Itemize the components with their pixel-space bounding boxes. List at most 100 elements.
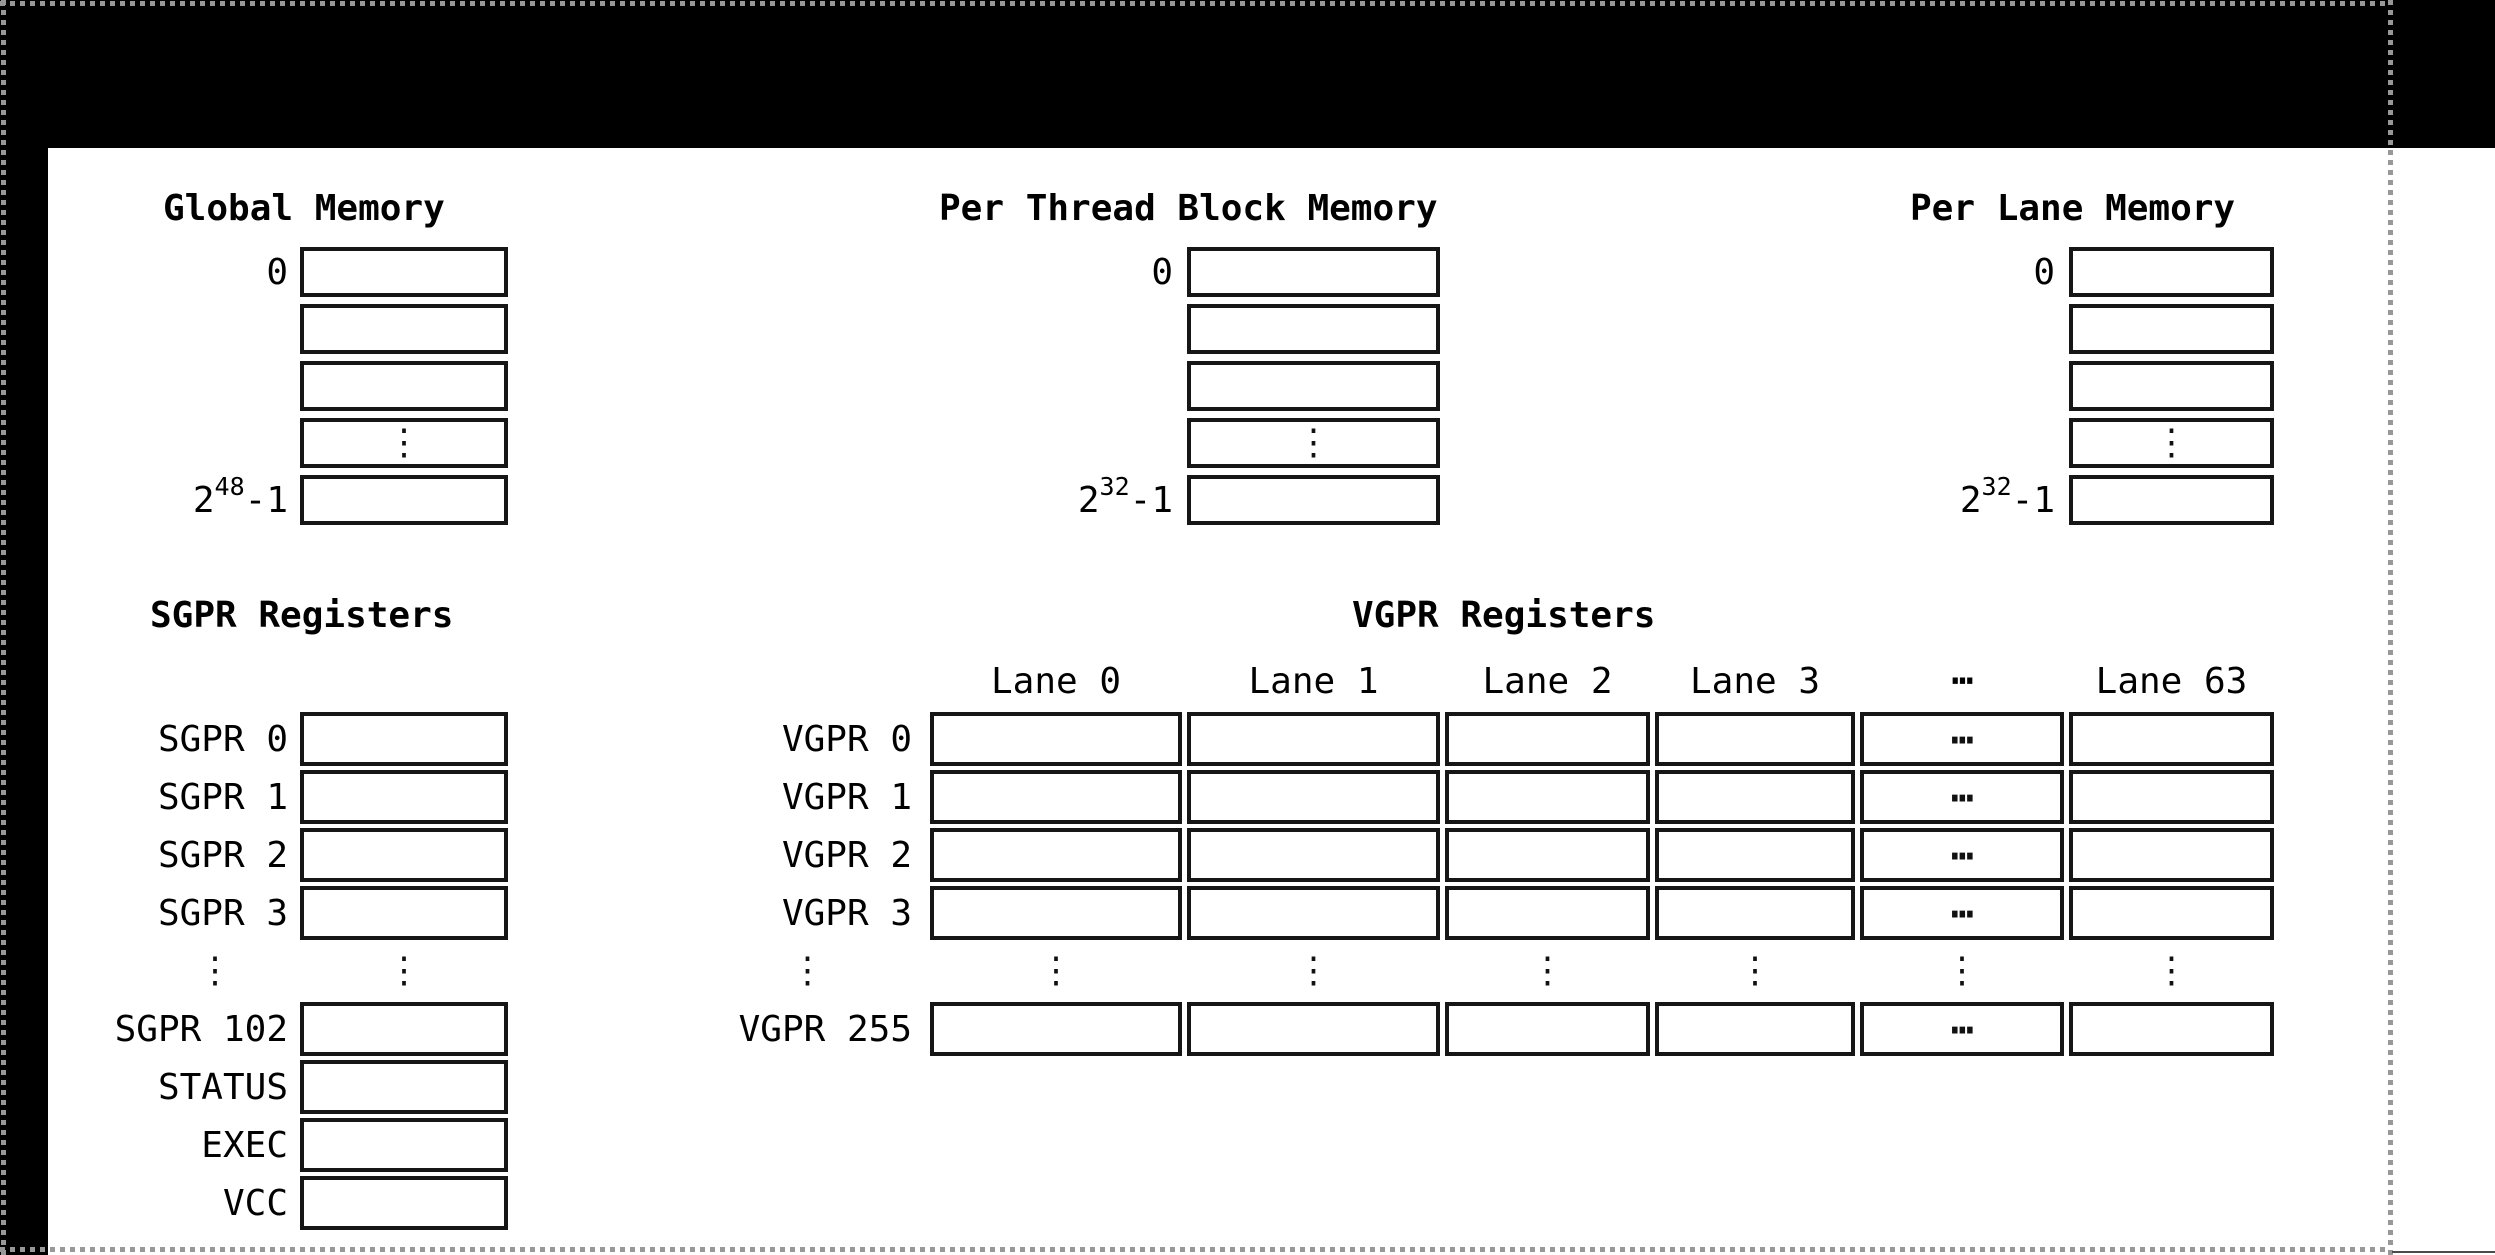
sgpr-register-cell <box>300 712 508 766</box>
sgpr-label-vertical-ellipsis: ⋮ <box>197 950 233 991</box>
vgpr-register-cell <box>1187 1002 1440 1056</box>
vgpr-register-cell <box>930 1002 1182 1056</box>
vgpr-lane-header-row: Lane 0 Lane 1 Lane 2 Lane 3 ⋯ Lane 63 <box>690 659 2274 703</box>
sgpr-row-label: EXEC <box>201 1124 288 1166</box>
memory-cell <box>300 475 508 525</box>
vgpr-register-cell <box>1655 886 1855 940</box>
vgpr-vertical-ellipsis: ⋮ <box>1737 950 1773 991</box>
sgpr-row-label: SGPR 1 <box>157 776 288 818</box>
lane-header-spacer <box>690 659 925 703</box>
memory-cell <box>300 361 508 411</box>
sgpr-register-cell <box>300 1002 508 1056</box>
vgpr-row-label: VGPR 1 <box>781 776 912 818</box>
sgpr-registers-title: SGPR Registers <box>150 595 454 636</box>
vgpr-row-label: VGPR 2 <box>781 834 912 876</box>
vgpr-register-cell <box>1655 828 1855 882</box>
sgpr-row-label: SGPR 0 <box>157 718 288 760</box>
vgpr-register-cell <box>1187 712 1440 766</box>
memory-end-address: 2 32 -1 <box>1959 471 2055 521</box>
sgpr-row-label: STATUS <box>157 1066 288 1108</box>
sgpr-register-cell <box>300 1118 508 1172</box>
frame-edge-line <box>2392 1251 2495 1253</box>
memory-cell <box>1187 247 1440 297</box>
vgpr-register-cell <box>2069 712 2274 766</box>
memory-start-address: 0 <box>1151 251 1173 293</box>
vgpr-register-cell <box>930 712 1182 766</box>
per-lane-memory-column: 0 ⋮ 2 32 -1 <box>1899 247 2274 525</box>
per-thread-block-memory-column: 0 ⋮ 2 32 -1 <box>1017 247 1440 525</box>
vgpr-register-cell <box>1187 886 1440 940</box>
vertical-ellipsis: ⋮ <box>386 422 422 463</box>
vgpr-register-cell <box>1655 1002 1855 1056</box>
horizontal-ellipsis: ⋯ <box>1951 833 1974 877</box>
frame-dashed-top <box>0 1 2390 6</box>
vgpr-register-cell <box>1445 712 1650 766</box>
vgpr-register-cell <box>1187 770 1440 824</box>
vgpr-row-label: VGPR 0 <box>781 718 912 760</box>
vgpr-register-cell <box>1655 712 1855 766</box>
vgpr-vertical-ellipsis: ⋮ <box>1038 950 1074 991</box>
vgpr-register-cell <box>930 770 1182 824</box>
vgpr-register-cell <box>1655 770 1855 824</box>
sgpr-row-label: SGPR 3 <box>157 892 288 934</box>
memory-cell <box>1187 304 1440 354</box>
frame-dashed-left <box>1 0 6 1255</box>
vgpr-registers-title: VGPR Registers <box>1352 595 1656 636</box>
vgpr-register-cell <box>2069 1002 2274 1056</box>
memory-end-address: 2 48 -1 <box>192 471 288 521</box>
memory-cell <box>2069 475 2274 525</box>
vgpr-register-cell: ⋯ <box>1860 712 2064 766</box>
memory-cell <box>2069 304 2274 354</box>
global-memory-title: Global Memory <box>163 188 445 229</box>
vgpr-row-label: VGPR 3 <box>781 892 912 934</box>
memory-cell-ellipsis: ⋮ <box>1187 418 1440 468</box>
frame-dashed-divider <box>2388 0 2393 1255</box>
vgpr-register-cell <box>1187 828 1440 882</box>
sgpr-register-cell <box>300 886 508 940</box>
sgpr-row-label: VCC <box>222 1182 288 1224</box>
horizontal-ellipsis: ⋯ <box>1951 775 1974 819</box>
vgpr-register-table: VGPR 0 ⋯ VGPR 1 ⋯ VGPR 2 ⋯ VGPR 3 ⋯ ⋮ ⋮ ⋮ ⋮ ⋮ ⋮ ⋮ VGPR … <box>690 712 2274 1056</box>
sgpr-register-table: SGPR 0 SGPR 1 SGPR 2 SGPR 3 ⋮ ⋮ SGPR 102 STATUS… <box>114 712 508 1230</box>
lane-header: Lane 63 <box>2095 660 2248 702</box>
sgpr-register-cell <box>300 1176 508 1230</box>
vgpr-vertical-ellipsis: ⋮ <box>2153 950 2190 991</box>
horizontal-ellipsis: ⋯ <box>1951 1007 1974 1051</box>
memory-start-address: 0 <box>2033 251 2055 293</box>
per-thread-block-memory-title: Per Thread Block Memory <box>939 188 1438 229</box>
vgpr-register-cell: ⋯ <box>1860 828 2064 882</box>
lane-header: ⋯ <box>1951 660 1974 701</box>
sgpr-row-label: SGPR 102 <box>114 1008 288 1050</box>
lane-header: Lane 0 <box>990 660 1122 702</box>
vgpr-register-cell <box>1445 770 1650 824</box>
vgpr-register-cell <box>2069 770 2274 824</box>
vgpr-register-cell <box>1445 886 1650 940</box>
vgpr-register-cell: ⋯ <box>1860 886 2064 940</box>
horizontal-ellipsis: ⋯ <box>1951 891 1974 935</box>
sgpr-register-cell <box>300 770 508 824</box>
lane-header: Lane 3 <box>1689 660 1821 702</box>
vgpr-register-cell <box>2069 886 2274 940</box>
vertical-ellipsis: ⋮ <box>2153 422 2190 463</box>
vgpr-register-cell <box>1445 828 1650 882</box>
lane-header: Lane 2 <box>1482 660 1613 702</box>
vgpr-register-cell: ⋯ <box>1860 1002 2064 1056</box>
memory-cell <box>1187 361 1440 411</box>
vgpr-register-cell <box>930 828 1182 882</box>
vgpr-vertical-ellipsis: ⋮ <box>1295 950 1332 991</box>
memory-cell <box>2069 247 2274 297</box>
memory-cell <box>2069 361 2274 411</box>
vgpr-vertical-ellipsis: ⋮ <box>1944 950 1980 991</box>
memory-cell <box>1187 475 1440 525</box>
memory-cell-ellipsis: ⋮ <box>2069 418 2274 468</box>
lane-header: Lane 1 <box>1248 660 1379 702</box>
memory-end-address: 2 32 -1 <box>1077 471 1173 521</box>
memory-start-address: 0 <box>266 251 288 293</box>
memory-cell-ellipsis: ⋮ <box>300 418 508 468</box>
sgpr-register-cell <box>300 828 508 882</box>
sgpr-row-label: SGPR 2 <box>157 834 288 876</box>
horizontal-ellipsis: ⋯ <box>1951 717 1974 761</box>
memory-cell <box>300 247 508 297</box>
sgpr-column-vertical-ellipsis: ⋮ <box>386 950 422 991</box>
sgpr-register-cell <box>300 1060 508 1114</box>
